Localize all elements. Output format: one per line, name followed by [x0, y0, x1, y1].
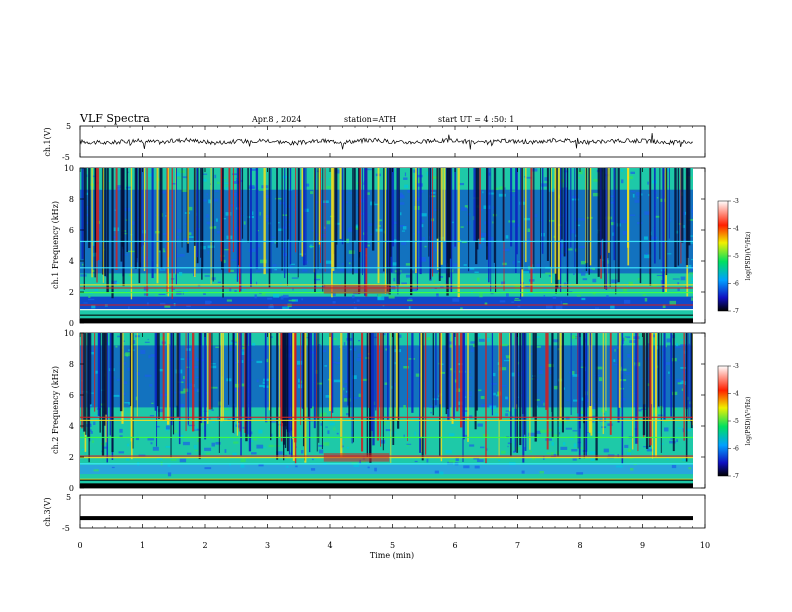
- time-tick-label: 8: [577, 541, 582, 550]
- time-tick-label: 10: [700, 541, 710, 550]
- frequency-tick-label: 6: [69, 226, 74, 235]
- station-label: station=ATH: [344, 115, 396, 124]
- colorbar-tick-label: -5: [733, 253, 739, 260]
- ch2-spectrogram-yticks: 0 2 4 6 8 10: [64, 329, 705, 493]
- time-axis-ticks: 0 1 2 3 4 5 6 7 8 9 10: [77, 126, 710, 550]
- time-tick-label: 2: [202, 541, 207, 550]
- ch3-voltage-ylabel: ch.3(V): [43, 497, 52, 526]
- ch1-colorbar-label: log(PSD)(V²/Hz): [745, 232, 752, 281]
- start-time-label: start UT = 4 :50: 1: [438, 115, 514, 124]
- ch3-voltage-trace: [80, 516, 693, 521]
- ch2-spectrogram-ylabel: ch.2 Frequency (kHz): [51, 366, 60, 454]
- frequency-tick-label: 2: [69, 453, 74, 462]
- ch3-ytick-bottom: -5: [62, 524, 70, 533]
- ch3-ytick-top: 5: [66, 493, 71, 502]
- figure-title: VLF Spectra: [79, 112, 150, 125]
- time-tick-label: 1: [140, 541, 145, 550]
- frequency-tick-label: 8: [69, 360, 74, 369]
- frequency-tick-label: 2: [69, 288, 74, 297]
- ch1-voltage-trace: [79, 133, 694, 150]
- ch1-ytick-top: 5: [66, 122, 71, 131]
- time-axis-label: Time (min): [370, 551, 414, 560]
- frequency-tick-label: 0: [69, 319, 74, 328]
- colorbar-tick-label: -6: [733, 446, 739, 453]
- frequency-tick-label: 4: [69, 422, 74, 431]
- ch1-spectrogram-yticks: 0 2 4 6 8 10: [64, 164, 705, 328]
- ch1-spectrogram-ylabel: ch.1 Frequency (kHz): [51, 201, 60, 289]
- ch2-colorbar: -3 -4 -5 -6 -7 log(PSD)(V²/Hz): [717, 363, 752, 480]
- time-tick-label: 4: [327, 541, 332, 550]
- date-label: Apr.8 , 2024: [251, 115, 301, 124]
- frequency-tick-label: 10: [64, 329, 74, 338]
- colorbar-tick-label: -3: [733, 363, 739, 370]
- time-tick-label: 3: [265, 541, 270, 550]
- time-tick-label: 9: [640, 541, 645, 550]
- ch1-colorbar: -3 -4 -5 -6 -7 log(PSD)(V²/Hz): [717, 198, 752, 315]
- frequency-tick-label: 4: [69, 257, 74, 266]
- time-tick-label: 0: [77, 541, 82, 550]
- time-tick-label: 7: [515, 541, 520, 550]
- frequency-tick-label: 8: [69, 195, 74, 204]
- colorbar-tick-label: -7: [733, 473, 739, 480]
- colorbar-tick-label: -4: [733, 226, 739, 233]
- frequency-tick-label: 10: [64, 164, 74, 173]
- ch1-voltage-ylabel: ch.1(V): [43, 127, 52, 156]
- colorbar-tick-label: -6: [733, 281, 739, 288]
- colorbar-tick-label: -3: [733, 198, 739, 205]
- colorbar-tick-label: -4: [733, 391, 739, 398]
- ch1-spectrogram: [80, 168, 693, 323]
- colorbar-tick-label: -7: [733, 308, 739, 315]
- ch2-spectrogram: [80, 333, 693, 488]
- ch2-colorbar-label: log(PSD)(V²/Hz): [745, 397, 752, 446]
- time-tick-label: 5: [390, 541, 395, 550]
- frequency-tick-label: 6: [69, 391, 74, 400]
- frequency-tick-label: 0: [69, 484, 74, 493]
- ch3-voltage-frame: [79, 494, 706, 529]
- colorbar-tick-label: -5: [733, 418, 739, 425]
- ch1-ytick-bottom: -5: [62, 153, 70, 162]
- time-tick-label: 6: [452, 541, 457, 550]
